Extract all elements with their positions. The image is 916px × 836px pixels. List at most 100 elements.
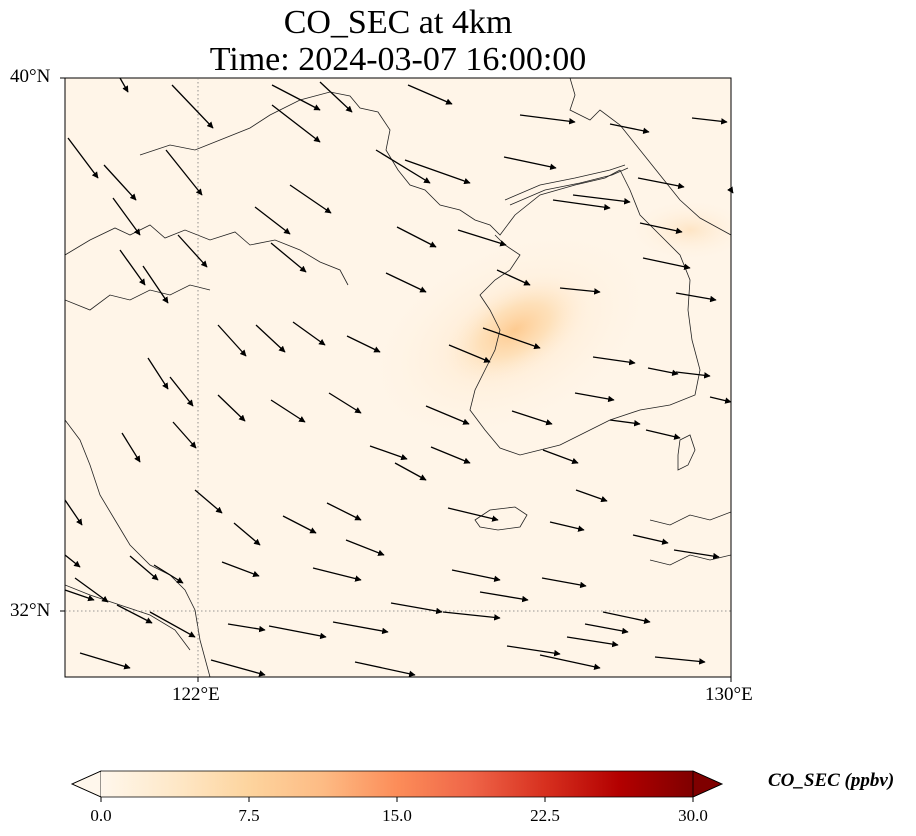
wind-arrow	[354, 661, 416, 677]
wind-arrow	[602, 611, 651, 624]
wind-arrow	[210, 659, 266, 677]
wind-arrow	[496, 269, 531, 286]
wind-arrow	[217, 394, 246, 422]
wind-arrow	[709, 396, 732, 404]
wind-arrow	[639, 222, 683, 234]
wind-arrow	[270, 242, 307, 273]
wind-arrow	[194, 489, 223, 514]
wind-arrow	[385, 272, 427, 293]
wind-arrow	[609, 123, 650, 135]
wind-arrow	[227, 623, 266, 633]
wind-arrow	[451, 569, 501, 582]
map-subtitle-time: Time: 2024-03-07 16:00:00	[209, 41, 587, 78]
wind-arrow	[691, 117, 728, 125]
lon-label-122e: 122°E	[172, 684, 220, 705]
wind-arrow	[394, 462, 427, 481]
wind-arrow	[172, 421, 197, 449]
wind-arrow	[233, 522, 261, 546]
wind-arrow	[637, 177, 685, 190]
wind-arrow	[64, 589, 95, 602]
wind-arrow	[727, 186, 734, 194]
wind-arrow	[268, 625, 327, 640]
wind-arrow	[572, 194, 631, 205]
wind-arrow	[255, 324, 286, 353]
wind-arrow	[396, 226, 437, 248]
coastlines	[65, 78, 731, 677]
wind-arrow	[153, 564, 184, 584]
wind-arrow	[270, 399, 306, 423]
wind-vectors	[64, 77, 734, 677]
co-plume-core	[437, 270, 593, 390]
wind-arrow	[673, 549, 720, 560]
wind-arrow	[169, 376, 194, 407]
wind-arrow	[217, 324, 247, 357]
wind-arrow	[539, 654, 601, 670]
wind-arrow	[407, 84, 453, 105]
wind-arrow	[319, 81, 353, 113]
wind-arrow	[457, 229, 507, 247]
wind-arrow	[345, 539, 385, 556]
lon-label-130e: 130°E	[705, 684, 753, 705]
wind-arrow	[254, 206, 291, 235]
wind-arrow	[609, 419, 641, 427]
wind-arrow	[121, 432, 141, 463]
wind-arrow	[149, 611, 196, 638]
colorbar-label: CO_SEC (ppbv)	[768, 770, 895, 791]
wind-arrow	[675, 371, 711, 379]
wind-arrow	[112, 197, 141, 236]
wind-arrow	[566, 636, 619, 648]
wind-arrow	[511, 410, 553, 426]
wind-arrow	[503, 156, 557, 170]
wind-arrow	[482, 327, 541, 350]
wind-arrow	[369, 445, 408, 461]
wind-arrow	[549, 521, 585, 532]
lat-label-32n: 32°N	[10, 600, 51, 621]
wind-arrow	[447, 507, 499, 522]
wind-arrow	[119, 77, 129, 93]
wind-arrow	[675, 292, 717, 303]
lat-label-40n: 40°N	[10, 66, 51, 87]
wind-arrow	[519, 114, 576, 125]
wind-arrow	[221, 561, 260, 577]
wind-arrow	[541, 577, 587, 589]
wind-arrow	[574, 392, 615, 403]
wind-arrow	[425, 405, 470, 425]
colorbar-extend-min	[71, 770, 102, 798]
wind-arrow	[79, 652, 131, 670]
colorbar-tick-label: 15.0	[382, 806, 412, 825]
wind-arrow	[328, 392, 362, 414]
wind-arrow	[271, 104, 321, 143]
wind-arrow	[552, 199, 611, 211]
wind-arrow	[390, 602, 443, 615]
wind-arrow	[147, 357, 169, 390]
wind-arrow	[647, 367, 679, 377]
wind-arrow	[346, 335, 381, 353]
wind-arrow	[575, 489, 608, 503]
wind-arrow	[116, 604, 153, 624]
wind-arrow	[404, 159, 471, 185]
wind-arrow	[430, 446, 471, 464]
colorbar-tick-label: 7.5	[238, 806, 260, 825]
wind-arrow	[67, 137, 99, 179]
wind-arrow	[103, 164, 137, 201]
wind-arrow	[142, 265, 169, 304]
wind-arrow	[292, 321, 326, 346]
wind-arrow	[289, 184, 332, 214]
wind-arrow	[271, 84, 321, 111]
wind-arrow	[448, 344, 491, 363]
wind-arrow	[559, 287, 601, 295]
wind-arrow	[642, 257, 691, 270]
wind-arrow	[74, 577, 109, 603]
wind-arrow	[64, 554, 81, 568]
wind-arrow	[479, 591, 529, 603]
wind-arrow	[165, 149, 203, 196]
wind-arrow	[645, 429, 681, 440]
wind-arrow	[326, 502, 362, 521]
wind-arrow	[171, 84, 214, 129]
wind-arrow	[312, 567, 362, 582]
wind-arrow	[282, 515, 317, 534]
wind-arrow	[584, 623, 629, 635]
wind-arrow	[332, 621, 389, 635]
